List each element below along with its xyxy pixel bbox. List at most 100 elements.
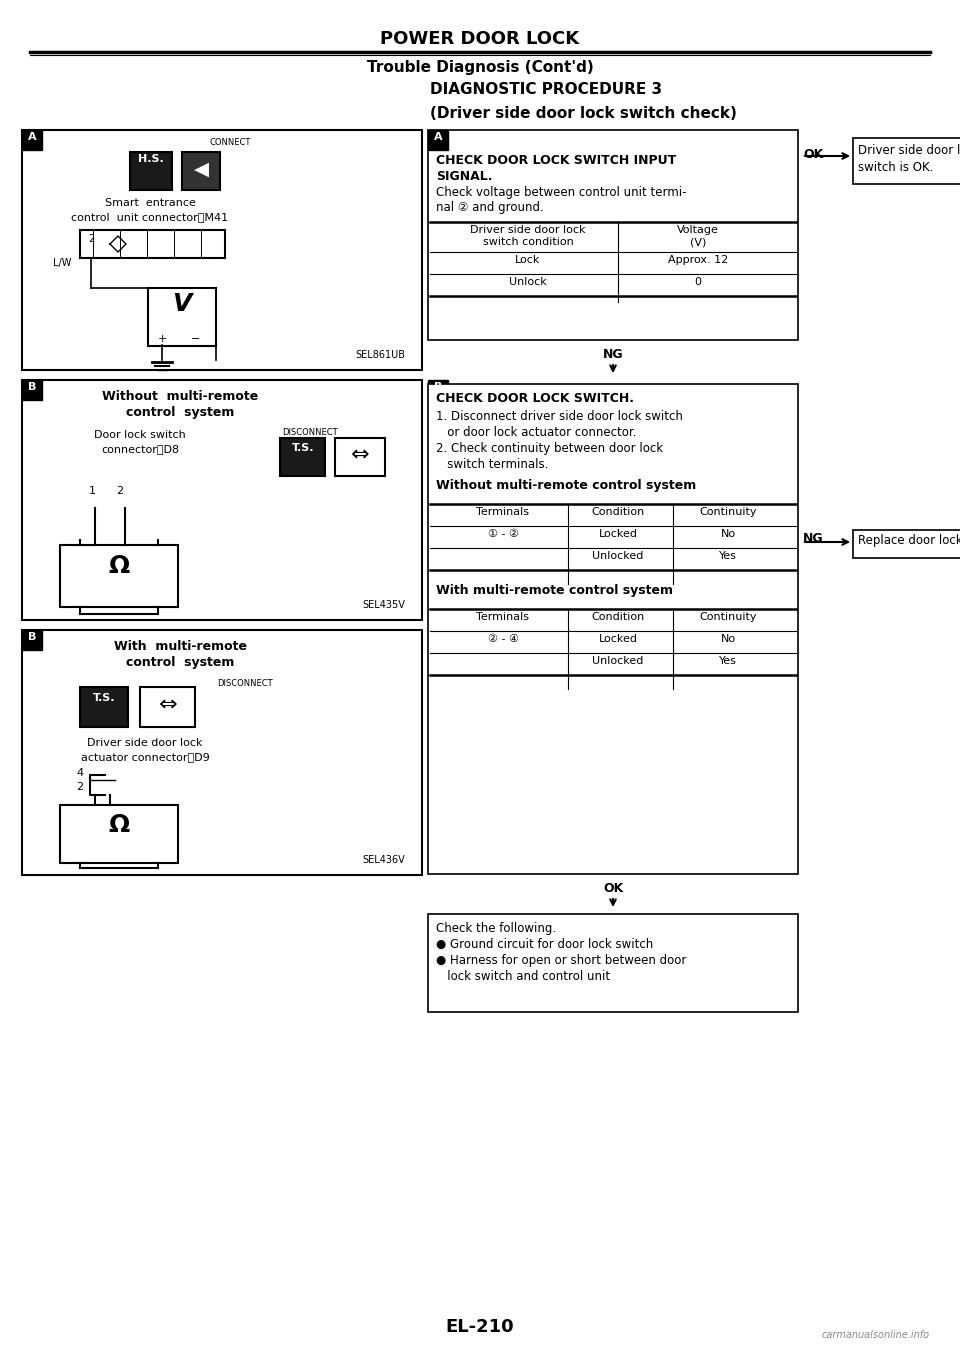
Text: CHECK DOOR LOCK SWITCH INPUT: CHECK DOOR LOCK SWITCH INPUT [436, 153, 676, 167]
Text: EL-210: EL-210 [445, 1319, 515, 1336]
Bar [280, 439, 325, 477]
Text: OK: OK [803, 148, 824, 162]
Bar [80, 687, 128, 727]
Text: Smart  entrance: Smart entrance [105, 198, 196, 208]
Text: lock switch and control unit: lock switch and control unit [436, 970, 611, 983]
Text: Yes: Yes [719, 551, 737, 561]
Bar [22, 630, 42, 650]
Bar [80, 230, 225, 258]
Text: or door lock actuator connector.: or door lock actuator connector. [436, 426, 636, 439]
Bar [22, 630, 422, 875]
Text: SEL436V: SEL436V [362, 856, 405, 865]
Text: 4: 4 [77, 769, 84, 778]
Text: Ω: Ω [108, 813, 130, 837]
Text: Driver side door lock: Driver side door lock [87, 737, 203, 748]
Text: ◀: ◀ [194, 160, 208, 179]
Text: B: B [28, 382, 36, 392]
Text: Driver side door lock
switch is OK.: Driver side door lock switch is OK. [858, 144, 960, 174]
Text: Check voltage between control unit termi-: Check voltage between control unit termi… [436, 186, 686, 200]
Text: ① - ②: ① - ② [488, 530, 518, 539]
Text: Replace door lock switch.: Replace door lock switch. [858, 534, 960, 547]
Text: SEL435V: SEL435V [362, 600, 405, 610]
Text: 1: 1 [88, 486, 95, 496]
Bar [130, 152, 172, 190]
Bar [60, 805, 178, 862]
Text: Continuity: Continuity [699, 612, 756, 622]
Text: DIAGNOSTIC PROCEDURE 3: DIAGNOSTIC PROCEDURE 3 [430, 81, 662, 96]
Text: control  system: control system [126, 406, 234, 420]
Bar [428, 914, 798, 1012]
Text: Trouble Diagnosis (Cont'd): Trouble Diagnosis (Cont'd) [367, 60, 593, 75]
Text: Unlocked: Unlocked [592, 656, 644, 665]
Bar [853, 530, 960, 558]
Bar [853, 139, 960, 183]
Bar [428, 130, 448, 149]
Bar [60, 545, 178, 607]
Bar [182, 152, 220, 190]
Text: Voltage
(V): Voltage (V) [677, 225, 719, 247]
Text: OK: OK [603, 881, 623, 895]
Text: L/W: L/W [53, 258, 71, 268]
Text: V: V [172, 292, 192, 316]
Text: −: − [191, 334, 201, 344]
Text: Lock: Lock [516, 255, 540, 265]
Text: connectorⒸD8: connectorⒸD8 [101, 444, 180, 454]
Text: With  multi-remote: With multi-remote [113, 640, 247, 653]
Text: No: No [720, 634, 735, 644]
Text: ② - ④: ② - ④ [488, 634, 518, 644]
Text: NG: NG [803, 532, 824, 545]
Text: No: No [720, 530, 735, 539]
Text: A: A [28, 132, 36, 143]
Text: 2. Check continuity between door lock: 2. Check continuity between door lock [436, 441, 663, 455]
Text: +: + [157, 334, 167, 344]
Text: actuator connectorⒸD9: actuator connectorⒸD9 [81, 752, 209, 762]
Text: B: B [434, 382, 443, 392]
Text: Yes: Yes [719, 656, 737, 665]
Bar [428, 380, 448, 401]
Text: Condition: Condition [591, 507, 644, 517]
Text: ● Harness for open or short between door: ● Harness for open or short between door [436, 955, 686, 967]
Text: DISCONNECT: DISCONNECT [217, 679, 273, 689]
Text: CHECK DOOR LOCK SWITCH.: CHECK DOOR LOCK SWITCH. [436, 392, 634, 405]
Text: Locked: Locked [598, 530, 637, 539]
Text: DISCONNECT: DISCONNECT [282, 428, 338, 437]
Text: 2: 2 [116, 486, 124, 496]
Bar [335, 439, 385, 477]
Text: SIGNAL.: SIGNAL. [436, 170, 492, 183]
Text: SEL861UB: SEL861UB [355, 350, 405, 360]
Text: T.S.: T.S. [292, 443, 314, 454]
Text: Condition: Condition [591, 612, 644, 622]
Bar [148, 288, 216, 346]
Bar [428, 384, 798, 875]
Text: POWER DOOR LOCK: POWER DOOR LOCK [380, 30, 580, 48]
Text: A: A [434, 132, 443, 143]
Bar [428, 130, 798, 340]
Text: control  system: control system [126, 656, 234, 669]
Text: ⇔: ⇔ [350, 445, 370, 464]
Text: Terminals: Terminals [476, 612, 530, 622]
Text: CONNECT: CONNECT [209, 139, 251, 147]
Text: Unlocked: Unlocked [592, 551, 644, 561]
Bar [22, 130, 422, 369]
Text: Without  multi-remote: Without multi-remote [102, 390, 258, 403]
Text: 0: 0 [694, 277, 702, 287]
Text: T.S.: T.S. [93, 693, 115, 703]
Text: Continuity: Continuity [699, 507, 756, 517]
Text: Approx. 12: Approx. 12 [668, 255, 728, 265]
Text: 1. Disconnect driver side door lock switch: 1. Disconnect driver side door lock swit… [436, 410, 683, 422]
Text: control  unit connectorⒸM41: control unit connectorⒸM41 [71, 212, 228, 221]
Text: switch terminals.: switch terminals. [436, 458, 548, 471]
Text: Locked: Locked [598, 634, 637, 644]
Text: Driver side door lock
switch condition: Driver side door lock switch condition [470, 225, 586, 247]
Text: Check the following.: Check the following. [436, 922, 556, 936]
Text: Ω: Ω [108, 554, 130, 579]
Text: Without multi-remote control system: Without multi-remote control system [436, 479, 696, 492]
Text: Door lock switch: Door lock switch [94, 430, 186, 440]
Text: H.S.: H.S. [138, 153, 164, 164]
Bar [140, 687, 195, 727]
Text: (Driver side door lock switch check): (Driver side door lock switch check) [430, 106, 737, 121]
Text: Terminals: Terminals [476, 507, 530, 517]
Text: 2: 2 [77, 782, 84, 792]
Text: carmanualsonline.info: carmanualsonline.info [822, 1329, 930, 1340]
Text: With multi-remote control system: With multi-remote control system [436, 584, 673, 598]
